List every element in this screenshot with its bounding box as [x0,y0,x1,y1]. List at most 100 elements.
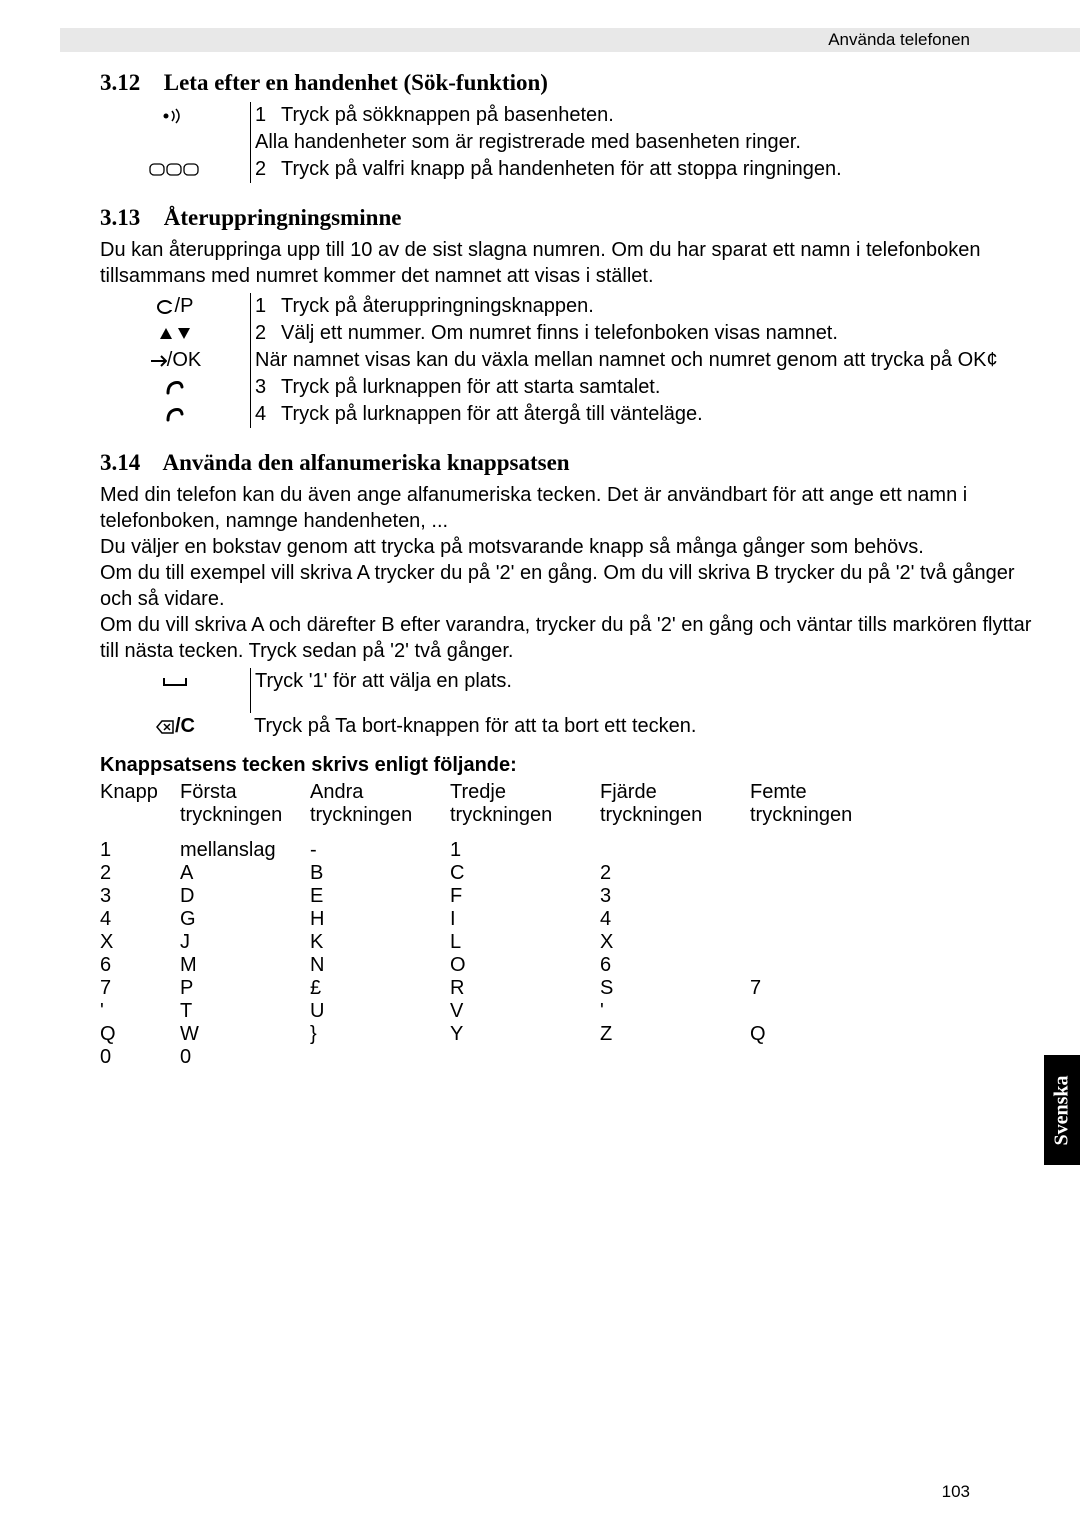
section-title: Använda den alfanumeriska knappsatsen [162,450,569,475]
instr-text: 1Tryck på återuppringningsknappen. [250,293,1050,320]
char-table-cell: 4 [100,908,180,931]
char-table-cell: M [180,954,310,977]
char-table-cell: 0 [180,1046,310,1069]
char-table-cell: Z [600,1023,750,1046]
char-table-cell: I [450,908,600,931]
char-table-row: 3DEF3 [100,885,1050,908]
char-table-cell: 6 [100,954,180,977]
char-table-cell: G [180,908,310,931]
char-table-cell: V [450,1000,600,1023]
char-table-cell: X [600,931,750,954]
char-table-cell [450,1046,600,1069]
para: Du väljer en bokstav genom att trycka på… [100,534,1050,560]
section-3-12-head: 3.12 Leta efter en handenhet (Sök-funkti… [100,70,1050,96]
char-table-cell: Q [100,1023,180,1046]
instr-table-313: /P 1Tryck på återuppringningsknappen. 2V… [100,293,1050,428]
char-table-cell [600,1046,750,1069]
char-table-cell [310,1046,450,1069]
char-table-cell: mellanslag [180,839,310,862]
char-table-cell: 2 [600,862,750,885]
char-table-cell: S [600,977,750,1000]
char-table-header: Knapp Första Andra Tredje Fjärde Femte [100,781,1050,804]
instr-text: När namnet visas kan du växla mellan nam… [250,347,1050,374]
char-table: Knapp Första Andra Tredje Fjärde Femte t… [100,781,1050,1069]
char-table-cell [600,839,750,862]
char-table-row: 6MNO6 [100,954,1050,977]
redial-icon: /P [100,293,250,320]
char-table-cell: 1 [100,839,180,862]
instr-table-312: 1Tryck på sökknappen på basenheten. Alla… [100,102,1050,183]
section-title: Återuppringningsminne [164,205,402,230]
language-tab: Svenska [1044,1055,1080,1165]
char-table-cell: 0 [100,1046,180,1069]
char-table-cell: C [450,862,600,885]
char-table-cell: £ [310,977,450,1000]
char-table-cell: K [310,931,450,954]
char-table-cell: 3 [100,885,180,908]
char-table-row: 'TUV' [100,1000,1050,1023]
char-table-cell: B [310,862,450,885]
char-table-cell: R [450,977,600,1000]
char-table-cell [750,931,890,954]
char-table-cell: 6 [600,954,750,977]
para: Om du vill skriva A och därefter B efter… [100,612,1050,664]
char-table-title: Knappsatsens tecken skrivs enligt följan… [100,754,1050,777]
instr-text: Tryck '1' för att välja en plats. [250,668,1050,713]
char-table-cell: T [180,1000,310,1023]
char-table-cell: 2 [100,862,180,885]
instr-text: 4Tryck på lurknappen för att återgå till… [250,401,1050,428]
char-table-header: tryckningen tryckningen tryckningen tryc… [100,804,1050,827]
paging-icon [100,102,250,129]
char-table-cell: O [450,954,600,977]
char-table-cell: F [450,885,600,908]
char-table-row: 1mellanslag-1 [100,839,1050,862]
char-table-cell: - [310,839,450,862]
space-icon [100,668,250,713]
section-num: 3.12 [100,70,158,96]
char-table-cell [750,885,890,908]
char-table-row: 4GHI4 [100,908,1050,931]
instr-text: Alla handenheter som är registrerade med… [250,129,1050,156]
section-num: 3.14 [100,450,158,476]
instr-text: 2Tryck på valfri knapp på handenheten fö… [250,156,1050,183]
char-table-cell: D [180,885,310,908]
char-table-cell: 3 [600,885,750,908]
para-313-intro: Du kan återuppringa upp till 10 av de si… [100,237,1050,289]
char-table-cell: N [310,954,450,977]
char-table-cell: 1 [450,839,600,862]
char-table-cell [750,908,890,931]
call-icon [100,401,250,428]
instr-text: 1Tryck på sökknappen på basenheten. [250,102,1050,129]
char-table-cell [750,862,890,885]
header-right: Använda telefonen [828,30,970,50]
char-table-cell: 7 [100,977,180,1000]
char-table-row: 2ABC2 [100,862,1050,885]
char-table-row: QW}YZQ [100,1023,1050,1046]
char-table-cell [750,839,890,862]
char-table-cell: 7 [750,977,890,1000]
char-table-cell: A [180,862,310,885]
char-table-cell [750,954,890,977]
char-table-cell: W [180,1023,310,1046]
char-table-cell: Y [450,1023,600,1046]
char-table-cell: } [310,1023,450,1046]
char-table-cell: Q [750,1023,890,1046]
char-table-cell: H [310,908,450,931]
para: Om du till exempel vill skriva A trycker… [100,560,1050,612]
instr-table-314: Tryck '1' för att välja en plats. /C Try… [100,668,1050,740]
char-table-cell: L [450,931,600,954]
char-table-row: XJKLX [100,931,1050,954]
keys-icon [100,156,250,183]
para: Med din telefon kan du även ange alfanum… [100,482,1050,534]
char-table-cell: ' [100,1000,180,1023]
instr-text: 3Tryck på lurknappen för att starta samt… [250,374,1050,401]
instr-text: 2Välj ett nummer. Om numret finns i tele… [250,320,1050,347]
char-table-cell [750,1046,890,1069]
char-table-cell: P [180,977,310,1000]
section-3-13-head: 3.13 Återuppringningsminne [100,205,1050,231]
call-icon [100,374,250,401]
char-table-cell: 4 [600,908,750,931]
section-title: Leta efter en handenhet (Sök-funktion) [164,70,548,95]
char-table-row: 7P£RS7 [100,977,1050,1000]
char-table-cell: J [180,931,310,954]
